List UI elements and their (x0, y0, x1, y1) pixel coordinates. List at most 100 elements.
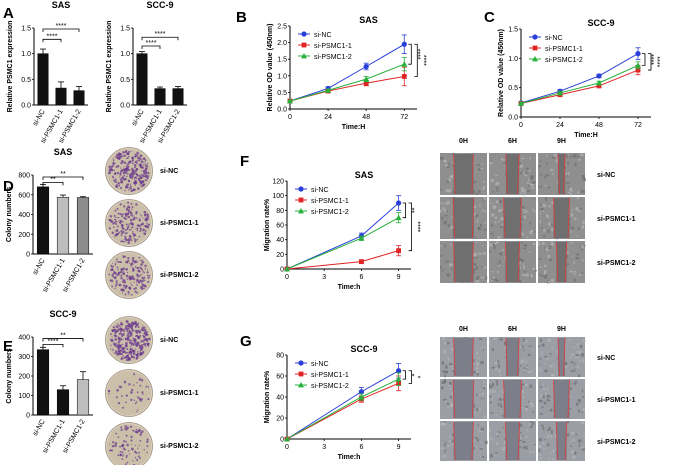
colony-dot (139, 349, 142, 352)
cell-texture (539, 273, 541, 276)
colony-dot (140, 174, 143, 176)
colony-dot (120, 349, 123, 352)
cell-texture (538, 346, 540, 348)
cell-texture (520, 365, 522, 367)
plate-well (107, 371, 151, 415)
cell-texture (495, 414, 497, 417)
cell-texture (489, 437, 492, 440)
x-axis-label: Time:h (338, 284, 361, 291)
wound-edge (517, 421, 520, 461)
cell-texture (524, 383, 528, 387)
cell-texture (539, 184, 541, 187)
cell-texture (568, 186, 570, 189)
colony-dot (113, 226, 115, 228)
cell-texture (526, 190, 530, 193)
cell-texture (528, 169, 531, 172)
cell-texture (530, 176, 534, 180)
colony-dot (137, 396, 140, 399)
y-tick-label: 80 (276, 208, 284, 215)
bar (76, 379, 90, 416)
cell-texture (520, 431, 522, 434)
colony-dot (135, 335, 137, 337)
significance-label: **** (653, 56, 660, 67)
colony-dot (120, 240, 123, 243)
cell-texture (530, 421, 532, 424)
row-label: si-PSMC1-2 (597, 439, 636, 446)
cell-texture (520, 436, 522, 440)
cell-texture (475, 236, 477, 239)
y-tick-label: 0.0 (508, 115, 518, 122)
colony-dot (140, 287, 143, 290)
y-tick-label: 0.5 (277, 90, 287, 97)
colony-dot (133, 324, 135, 326)
cell-texture (484, 385, 487, 388)
cell-texture (550, 223, 553, 227)
colony-dot (146, 342, 149, 345)
chart-title: SCC-9 (587, 18, 614, 28)
cell-texture (497, 263, 500, 265)
cell-texture (542, 442, 546, 445)
cell-texture (575, 354, 579, 357)
colony-dot (122, 217, 124, 219)
cell-texture (481, 429, 483, 433)
colony-dot (115, 432, 117, 435)
cell-texture (566, 182, 570, 185)
wound-gap (453, 154, 474, 194)
cell-texture (541, 351, 543, 355)
chart-title: SAS (54, 147, 73, 157)
colony-dot (133, 281, 135, 283)
colony-dot (137, 341, 139, 344)
cell-texture (581, 259, 584, 262)
data-point (401, 41, 407, 47)
x-tick-label: 72 (634, 122, 642, 129)
colony-dot (124, 282, 126, 284)
colony-dot (120, 156, 122, 158)
colony-dot (120, 270, 123, 274)
cell-texture (574, 451, 577, 455)
colony-dot (117, 337, 120, 340)
colony-dot (125, 394, 128, 397)
x-axis-label: Time:H (342, 124, 366, 131)
colony-dot (130, 447, 134, 451)
colony-dot (131, 284, 133, 286)
colony-dot (133, 356, 136, 359)
cell-texture (442, 337, 445, 341)
colony-dot (123, 174, 126, 177)
colony-dot (123, 205, 126, 208)
colony-dot (109, 279, 112, 282)
cell-texture (444, 341, 447, 345)
cell-texture (530, 178, 533, 181)
legend-label: si-PSMC1-2 (314, 54, 352, 61)
cell-texture (444, 215, 448, 217)
cell-texture (482, 397, 484, 400)
colony-dot (122, 355, 124, 357)
cell-texture (440, 245, 443, 247)
cell-texture (474, 437, 478, 439)
cell-texture (449, 423, 451, 426)
colony-dot (138, 256, 141, 259)
cell-texture (539, 219, 541, 224)
colony-dot (134, 456, 137, 459)
colony-dot (128, 155, 130, 158)
y-tick-label: 120 (272, 179, 284, 186)
cell-texture (529, 157, 532, 160)
y-tick-label: 1.5 (508, 27, 518, 34)
cell-texture (495, 380, 499, 383)
colony-dot (120, 428, 123, 432)
cell-texture (576, 197, 580, 200)
colony-dot (115, 165, 118, 168)
wound-edge (517, 153, 520, 195)
cell-texture (446, 274, 449, 276)
colony-dot (125, 338, 128, 341)
colony-dot (110, 265, 113, 268)
colony-dot (133, 188, 136, 191)
colony-dot (127, 325, 129, 328)
cell-texture (533, 269, 537, 272)
y-tick-label: 200 (18, 374, 30, 381)
cell-texture (557, 182, 559, 184)
data-point (358, 394, 365, 400)
colony-dot (118, 152, 121, 155)
data-point (325, 87, 332, 93)
cell-texture (581, 448, 586, 451)
cell-texture (578, 409, 580, 413)
